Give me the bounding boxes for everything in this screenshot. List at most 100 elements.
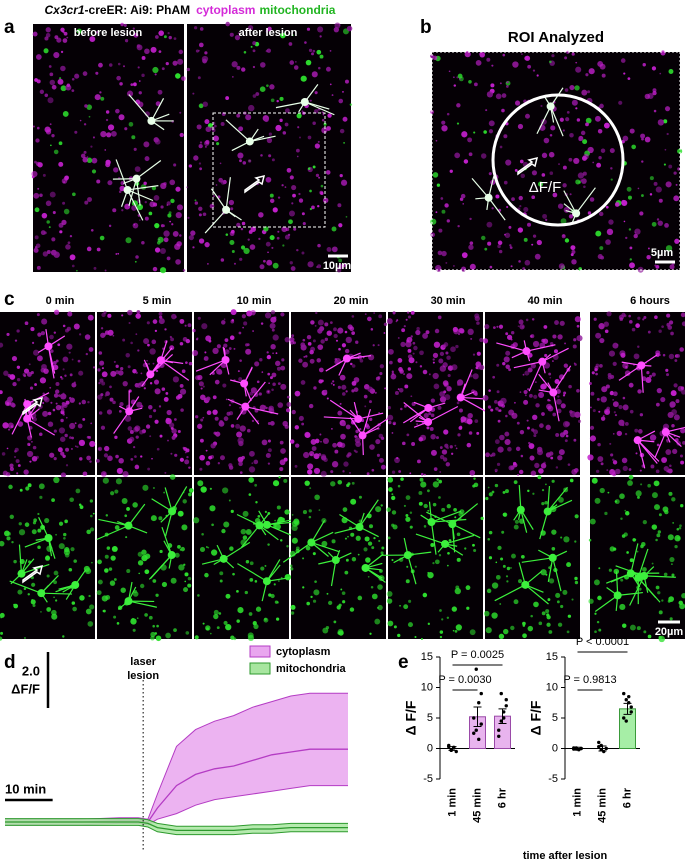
micrograph-texture [192, 309, 292, 474]
speckle [342, 507, 348, 512]
speckle [442, 344, 447, 349]
speckle [509, 246, 513, 250]
speckle [538, 621, 543, 626]
speckle [177, 58, 184, 65]
speckle [384, 387, 387, 390]
speckle [600, 416, 606, 421]
speckle [134, 464, 140, 470]
legend-label: cytoplasm [276, 646, 331, 658]
speckle [237, 607, 244, 614]
speckle [270, 316, 277, 323]
speckle [574, 411, 581, 418]
micrograph-texture [186, 21, 353, 273]
speckle [150, 631, 156, 638]
speckle [109, 580, 116, 586]
data-point [499, 719, 503, 723]
speckle [34, 160, 37, 164]
speckle [571, 259, 577, 265]
process [550, 106, 564, 137]
speckle [303, 355, 306, 358]
speckle [3, 370, 9, 376]
speckle [556, 408, 562, 414]
speckle [199, 27, 204, 31]
speckle [66, 326, 71, 331]
speckle [374, 618, 381, 625]
speckle [77, 359, 81, 363]
speckle [556, 398, 562, 405]
speckle [499, 434, 505, 441]
speckle [588, 598, 594, 604]
speckle [574, 580, 579, 585]
speckle [607, 491, 610, 494]
speckle [14, 339, 18, 342]
speckle [267, 439, 271, 443]
speckle [406, 311, 410, 314]
process [225, 119, 251, 142]
soma [661, 428, 670, 437]
speckle [197, 316, 201, 320]
speckle [517, 227, 524, 233]
speckle [132, 502, 138, 508]
speckle [378, 314, 383, 319]
speckle [562, 394, 566, 397]
speckle [499, 145, 503, 149]
process [575, 187, 596, 214]
speckle [64, 374, 67, 377]
speckle [560, 604, 564, 609]
speckle [574, 576, 578, 581]
data-point [454, 749, 458, 754]
speckle [71, 436, 74, 440]
speckle [204, 119, 210, 125]
speckle [288, 219, 293, 225]
speckle [532, 340, 540, 348]
speckle [573, 157, 580, 165]
speckle [606, 228, 614, 236]
speckle [583, 185, 586, 189]
speckle [400, 477, 404, 481]
speckle [674, 545, 678, 549]
speckle [317, 344, 324, 351]
speckle [78, 503, 82, 507]
speckle [311, 71, 318, 78]
speckle [130, 341, 133, 345]
speckle [557, 334, 563, 340]
speckle [439, 630, 444, 634]
speckle [460, 416, 467, 422]
process [115, 159, 129, 191]
speckle [575, 107, 578, 110]
speckle [419, 434, 427, 441]
speckle [115, 478, 122, 485]
y-tick-label: 15 [421, 651, 433, 663]
speckle [220, 121, 225, 126]
speckle [266, 351, 269, 354]
process [128, 94, 152, 122]
speckle [464, 547, 467, 550]
speckle [190, 230, 196, 236]
speckle [502, 512, 508, 517]
speckle [175, 73, 181, 79]
speckle [86, 104, 93, 110]
speckle [680, 460, 685, 465]
speckle [47, 411, 52, 416]
speckle [572, 344, 577, 349]
speckle [488, 556, 493, 560]
speckle [286, 395, 290, 399]
speckle [388, 487, 393, 492]
speckle [199, 454, 206, 461]
speckle [36, 265, 41, 270]
data-point [622, 716, 626, 720]
speckle [239, 159, 242, 163]
speckle [503, 356, 510, 363]
process [47, 346, 55, 379]
speckle [274, 519, 276, 522]
speckle [503, 134, 508, 139]
speckle [172, 376, 180, 383]
speckle [159, 434, 163, 438]
speckle [407, 622, 414, 628]
speckle [302, 510, 307, 515]
speckle [663, 163, 666, 166]
speckle [523, 207, 529, 213]
image-label: before lesion [74, 27, 143, 39]
speckle [59, 230, 63, 234]
speckle [257, 420, 259, 422]
